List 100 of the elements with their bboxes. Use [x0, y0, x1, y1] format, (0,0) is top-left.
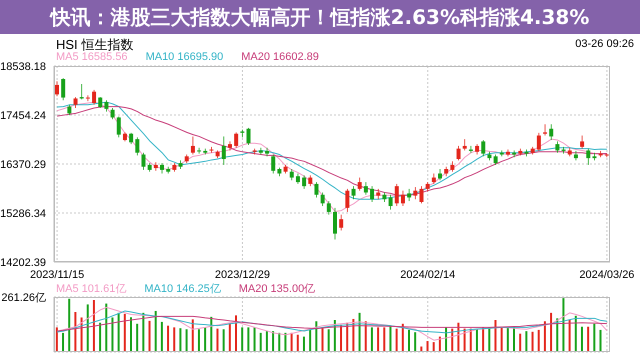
candlestick [400, 190, 405, 206]
candlestick [364, 182, 368, 196]
bar [118, 312, 120, 352]
bar [600, 330, 602, 352]
candlestick [67, 104, 72, 116]
candlestick [104, 100, 108, 112]
candlestick [419, 186, 424, 204]
candlestick [339, 214, 344, 231]
candlestick [352, 186, 356, 200]
bar [56, 327, 58, 352]
candlestick [271, 154, 276, 174]
candlestick [345, 188, 350, 212]
candlestick [296, 173, 300, 184]
y-tick-label: 14202.39 [0, 256, 46, 269]
candlestick [413, 186, 418, 200]
bar [260, 332, 262, 352]
candlestick [320, 192, 325, 206]
bar [247, 327, 250, 352]
bar [235, 315, 238, 352]
bar [62, 332, 64, 352]
candlestick [314, 182, 318, 198]
candlestick [562, 146, 566, 154]
candlestick [481, 140, 486, 157]
x-tick-label: 2024/03/26 [579, 268, 634, 281]
text: 03-26 09:26 [575, 38, 634, 50]
bar [309, 329, 312, 352]
bar [476, 329, 478, 352]
candlestick [555, 141, 560, 154]
candlestick [122, 132, 127, 142]
y-tick-label: 15286.34 [0, 208, 46, 220]
bar [173, 327, 176, 352]
bar [254, 327, 256, 352]
candlestick [234, 132, 238, 148]
candlestick [370, 186, 374, 202]
bar [494, 320, 496, 352]
candlestick [462, 138, 467, 151]
bar [302, 336, 305, 352]
bar [105, 304, 108, 352]
candlestick [98, 96, 102, 108]
bar [204, 327, 206, 352]
bar [167, 326, 170, 352]
candlestick [197, 147, 202, 154]
bar [216, 328, 218, 352]
candlestick [74, 96, 78, 108]
y-tick-label: 18538.18 [0, 60, 46, 73]
bar [228, 322, 231, 352]
bar [593, 324, 596, 352]
bar [500, 326, 503, 352]
candlestick [333, 207, 337, 240]
bar [396, 328, 398, 352]
bar [414, 332, 416, 352]
chart-title: HSI 恒生指数 [56, 36, 134, 52]
bar [154, 310, 157, 352]
candlestick [580, 135, 584, 150]
candlestick [190, 136, 195, 155]
candlestick [549, 124, 554, 140]
candlestick [302, 174, 306, 190]
candlestick [265, 147, 270, 157]
bar [111, 317, 114, 352]
candlestick [536, 132, 541, 152]
bar [525, 331, 528, 352]
bar [241, 327, 244, 352]
y-tick-label: 16370.29 [0, 158, 46, 171]
candlestick [61, 78, 66, 101]
candlestick [141, 152, 146, 170]
candlestick [228, 141, 232, 151]
chart-subtitle: 快讯：港股三大指数大幅高开！恒指涨2.63%科指涨4.38% [50, 4, 590, 30]
candlestick [326, 200, 331, 216]
candlestick [574, 150, 578, 161]
bar [322, 328, 324, 352]
candlestick [358, 177, 362, 192]
bar [562, 298, 564, 352]
bar [198, 329, 200, 352]
bar [550, 312, 552, 352]
bar [506, 326, 509, 352]
series-label: MA10 146.25亿 [144, 282, 221, 296]
bar [179, 328, 182, 352]
bar [222, 329, 225, 352]
bar [383, 327, 386, 352]
candlestick [444, 166, 448, 177]
x-tick-label: 2023/12/29 [214, 268, 270, 281]
candlestick [394, 184, 399, 206]
bar [99, 322, 102, 352]
candlestick [160, 162, 164, 174]
bar [296, 334, 299, 352]
bar [389, 326, 392, 352]
candlestick [308, 174, 312, 187]
candlestick [80, 84, 84, 100]
candlestick [426, 182, 430, 192]
bar [377, 327, 380, 352]
candlestick [407, 188, 412, 202]
series-label: MA5 101.61亿 [56, 282, 126, 296]
x-tick-label: 2023/11/15 [30, 268, 84, 281]
candlestick [135, 136, 140, 156]
candlestick [110, 108, 115, 120]
bar [587, 326, 590, 352]
candlestick [494, 154, 498, 166]
bar [186, 329, 188, 352]
bar [192, 319, 194, 352]
x-tick-label: 2024/02/14 [400, 268, 456, 281]
